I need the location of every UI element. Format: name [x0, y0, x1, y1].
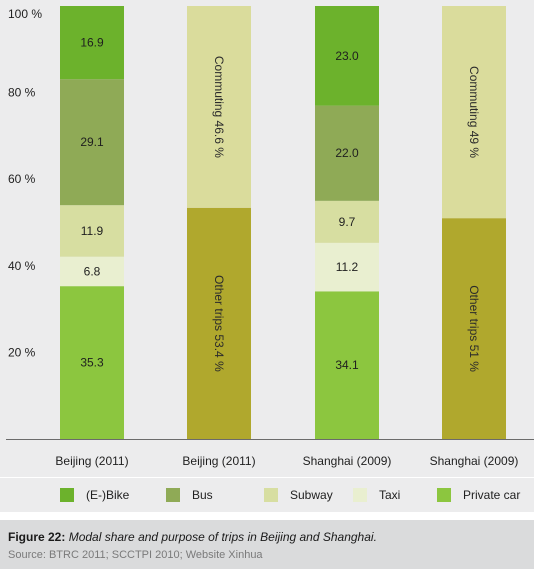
- bar-segment: [187, 207, 251, 439]
- x-tick-label: Beijing (2011): [182, 454, 255, 468]
- legend-label: Private car: [463, 488, 521, 502]
- caption-label: Figure 22:: [8, 530, 66, 544]
- y-tick-label: 80 %: [8, 86, 36, 100]
- data-label: 34.1: [335, 358, 359, 372]
- x-tick-label: Beijing (2011): [55, 454, 128, 468]
- data-label: 9.7: [339, 215, 356, 229]
- bar-segment: [315, 200, 379, 243]
- bar-segment: [315, 291, 379, 439]
- data-label: 11.9: [81, 224, 104, 238]
- y-tick-label: 60 %: [8, 172, 36, 186]
- data-label: 22.0: [335, 146, 359, 160]
- legend-swatch: [166, 488, 180, 502]
- segment-label: Commuting 46.6 %: [212, 56, 226, 158]
- figure-caption: Figure 22: Modal share and purpose of tr…: [0, 520, 534, 569]
- caption-source: Source: BTRC 2011; SCCTPI 2010; Website …: [8, 549, 263, 561]
- data-label: 35.3: [80, 356, 104, 370]
- bar-segment: [60, 256, 124, 287]
- bar-segment: [187, 6, 251, 208]
- legend-swatch: [353, 488, 367, 502]
- segment-label: Other trips 53.4 %: [212, 275, 226, 372]
- bar-segment: [442, 218, 506, 439]
- bar-segment: [315, 6, 379, 106]
- bar-segment: [60, 6, 124, 80]
- bar-segment: [315, 242, 379, 292]
- chart-panel: 100 % 80 % 60 % 40 % 20 % 35.3 6.8 11.9 29.1 16.9…: [0, 0, 534, 477]
- x-tick-label: Shanghai (2009): [303, 454, 392, 468]
- legend-swatch: [60, 488, 74, 502]
- legend-label: Subway: [290, 488, 333, 502]
- legend-label: Taxi: [379, 488, 401, 502]
- y-tick-label: 40 %: [8, 259, 36, 273]
- legend-label: Bus: [192, 488, 213, 502]
- bar-segment: [60, 205, 124, 257]
- segment-label: Other trips 51 %: [467, 285, 481, 372]
- legend-swatch: [264, 488, 278, 502]
- x-tick-label: Shanghai (2009): [430, 454, 519, 468]
- bar-segment: [442, 6, 506, 219]
- segment-label: Commuting 49 %: [467, 66, 481, 158]
- bar-segment: [60, 79, 124, 206]
- legend-swatch: [437, 488, 451, 502]
- caption-title: Figure 22: Modal share and purpose of tr…: [8, 530, 377, 544]
- data-label: 6.8: [84, 264, 101, 278]
- caption-text: Modal share and purpose of trips in Beij…: [65, 530, 377, 544]
- bar-segment: [315, 105, 379, 201]
- y-tick-label: 100 %: [8, 7, 42, 21]
- stacked-bar-chart: 100 % 80 % 60 % 40 % 20 % 35.3 6.8 11.9 29.1 16.9…: [6, 6, 534, 468]
- y-tick-label: 20 %: [8, 345, 36, 359]
- data-label: 11.2: [336, 260, 359, 274]
- legend-label: (E-)Bike: [86, 488, 130, 502]
- legend: (E-)Bike Bus Subway Taxi Private car: [0, 478, 534, 512]
- data-label: 16.9: [80, 36, 104, 50]
- data-label: 23.0: [335, 49, 359, 63]
- data-label: 29.1: [80, 135, 104, 149]
- bar-segment: [60, 286, 124, 439]
